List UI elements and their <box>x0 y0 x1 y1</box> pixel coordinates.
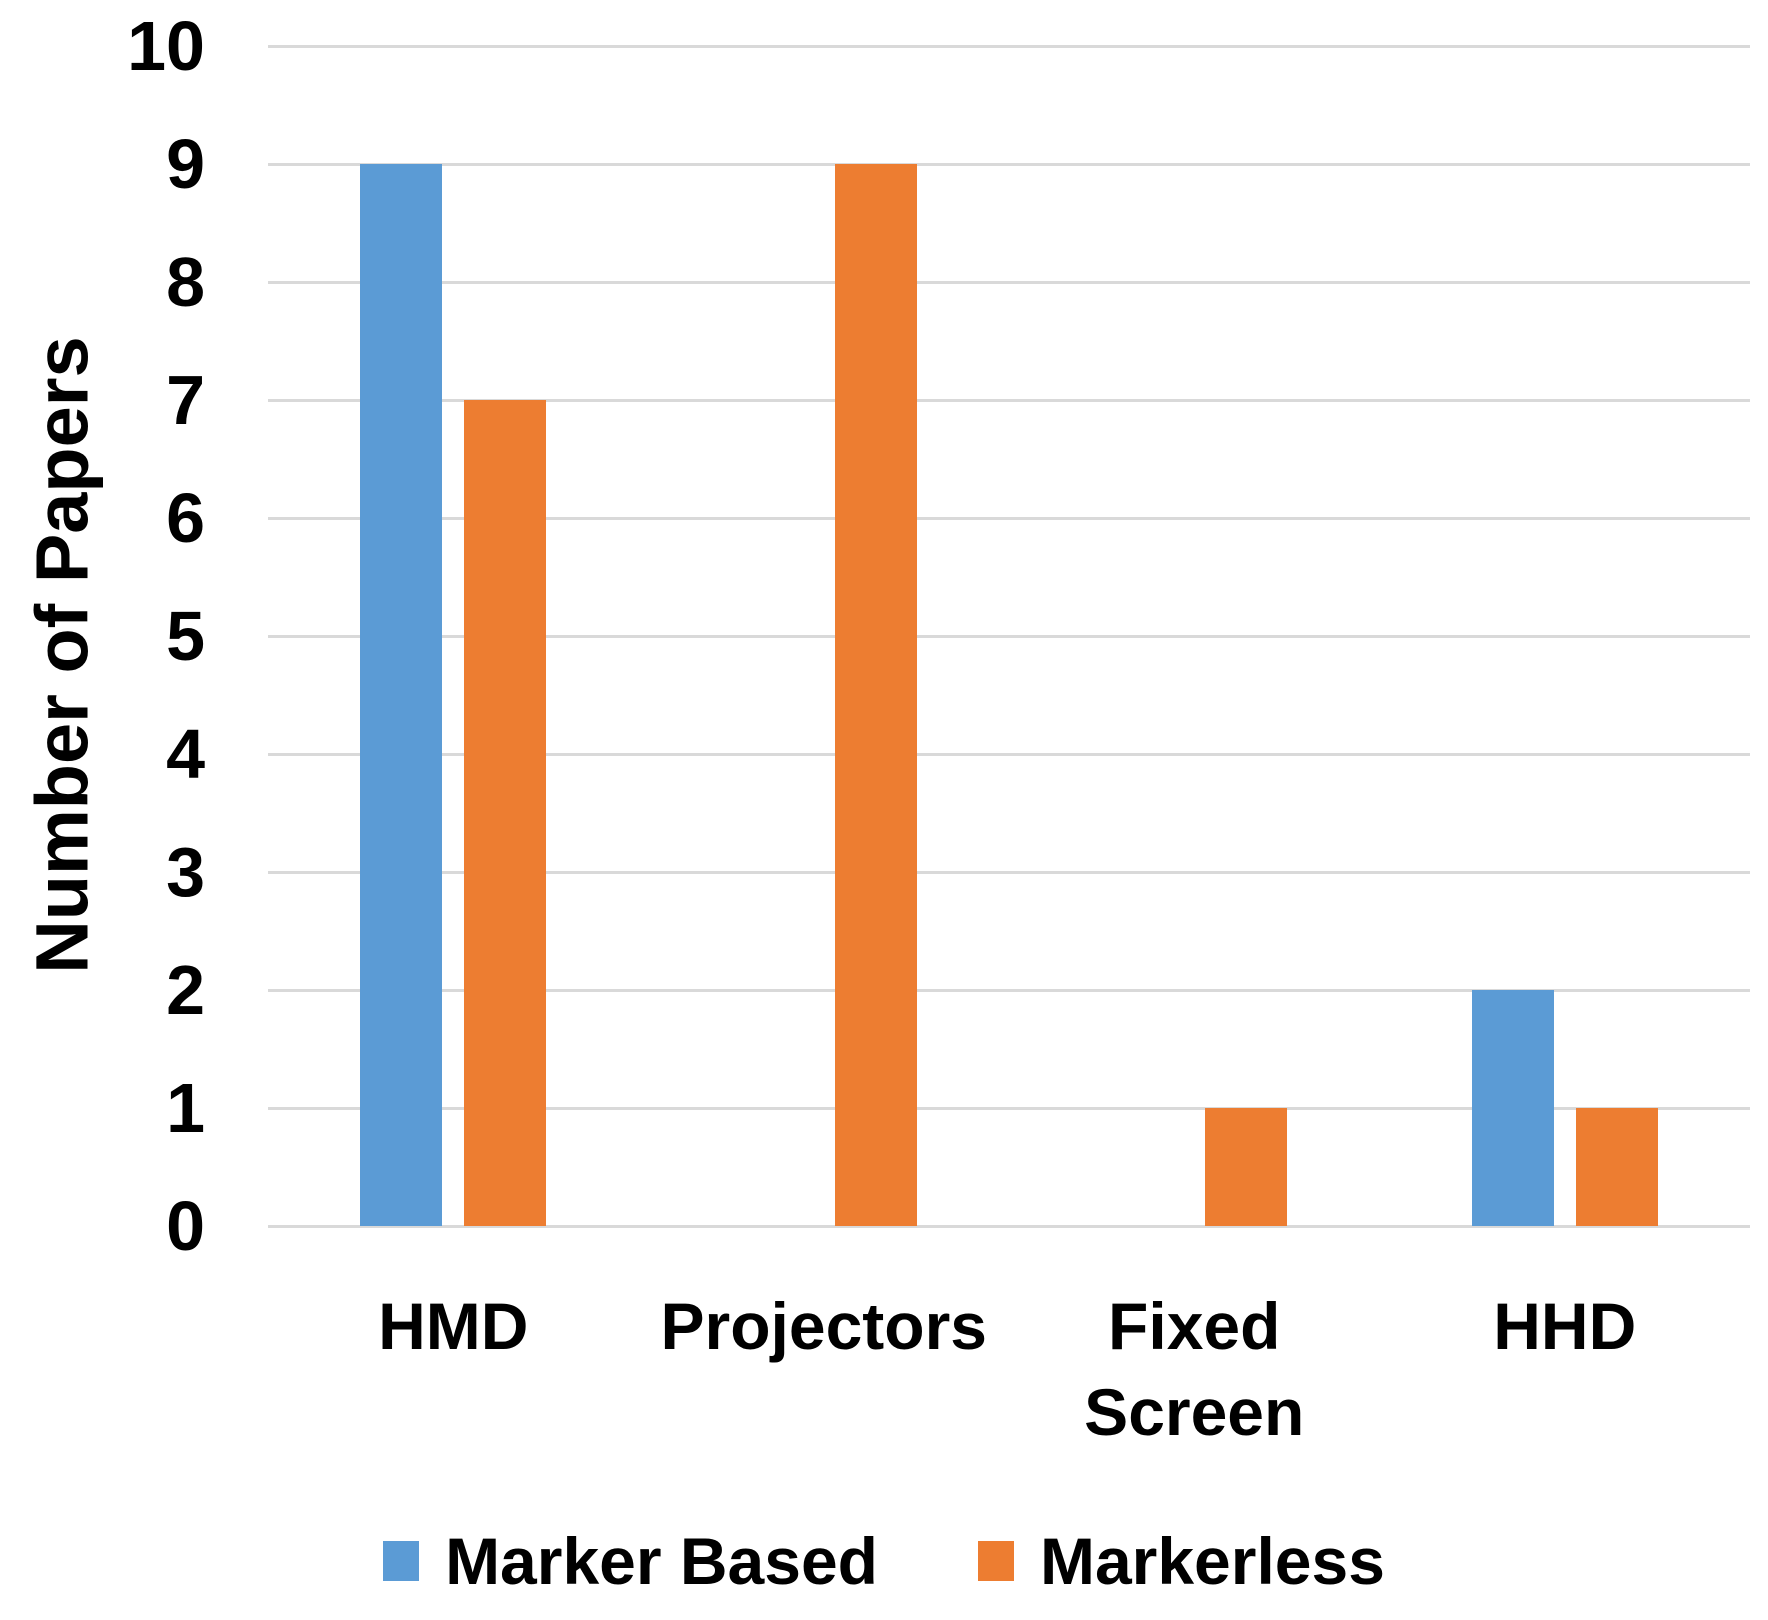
bar-group-hhd <box>1380 46 1751 1226</box>
bar-markerless-hhd <box>1575 1108 1658 1226</box>
x-label-fixed-screen: Fixed Screen <box>1009 1284 1380 1456</box>
legend-swatch-markerless <box>977 1541 1014 1581</box>
legend: Marker Based Markerless <box>0 1528 1768 1594</box>
gridline-3 <box>268 870 1750 874</box>
legend-swatch-marker-based <box>383 1541 420 1581</box>
bar-groups <box>268 46 1750 1226</box>
legend-label-marker-based: Marker Based <box>445 1524 878 1598</box>
gridline-6 <box>268 516 1750 520</box>
gridline-7 <box>268 398 1750 402</box>
x-label-line: HMD <box>378 1289 529 1363</box>
bar-markerless-projectors <box>834 164 917 1226</box>
x-label-line: HHD <box>1493 1289 1637 1363</box>
gridline-5 <box>268 634 1750 638</box>
bar-group-fixed-screen <box>1009 46 1380 1226</box>
y-tick-5: 5 <box>166 597 205 675</box>
y-tick-0: 0 <box>166 1187 205 1265</box>
bar-markerless-hmd <box>464 400 547 1226</box>
legend-item-markerless: Markerless <box>977 1524 1385 1598</box>
gridline-2 <box>268 988 1750 992</box>
x-label-line: Projectors <box>660 1289 987 1363</box>
gridline-9 <box>268 162 1750 166</box>
x-axis-labels: HMD Projectors Fixed Screen HHD <box>268 1284 1750 1456</box>
bar-markerless-fixed-screen <box>1205 1108 1288 1226</box>
gridline-8 <box>268 280 1750 284</box>
gridlines <box>268 44 1750 1228</box>
legend-label-markerless: Markerless <box>1039 1524 1385 1598</box>
y-tick-10: 10 <box>127 7 205 85</box>
y-tick-9: 9 <box>166 125 205 203</box>
bar-group-hmd <box>268 46 639 1226</box>
y-tick-7: 7 <box>166 361 205 439</box>
y-tick-1: 1 <box>166 1069 205 1147</box>
x-label-hhd: HHD <box>1380 1284 1751 1456</box>
y-tick-6: 6 <box>166 479 205 557</box>
bar-group-projectors <box>639 46 1010 1226</box>
gridline-4 <box>268 752 1750 756</box>
x-label-line: Screen <box>1084 1374 1305 1449</box>
gridline-0 <box>268 1224 1750 1228</box>
plot-area <box>268 44 1750 1228</box>
legend-item-marker-based: Marker Based <box>383 1528 878 1594</box>
x-label-hmd: HMD <box>268 1284 639 1456</box>
gridline-10 <box>268 44 1750 48</box>
x-label-projectors: Projectors <box>639 1284 1010 1456</box>
y-tick-4: 4 <box>166 715 205 793</box>
gridline-1 <box>268 1106 1750 1110</box>
x-label-line: Fixed <box>1108 1289 1281 1363</box>
y-tick-3: 3 <box>166 833 205 911</box>
y-tick-8: 8 <box>166 243 205 321</box>
y-tick-2: 2 <box>166 951 205 1029</box>
bar-marker-based-hhd <box>1471 990 1554 1226</box>
bar-marker-based-hmd <box>360 164 443 1226</box>
